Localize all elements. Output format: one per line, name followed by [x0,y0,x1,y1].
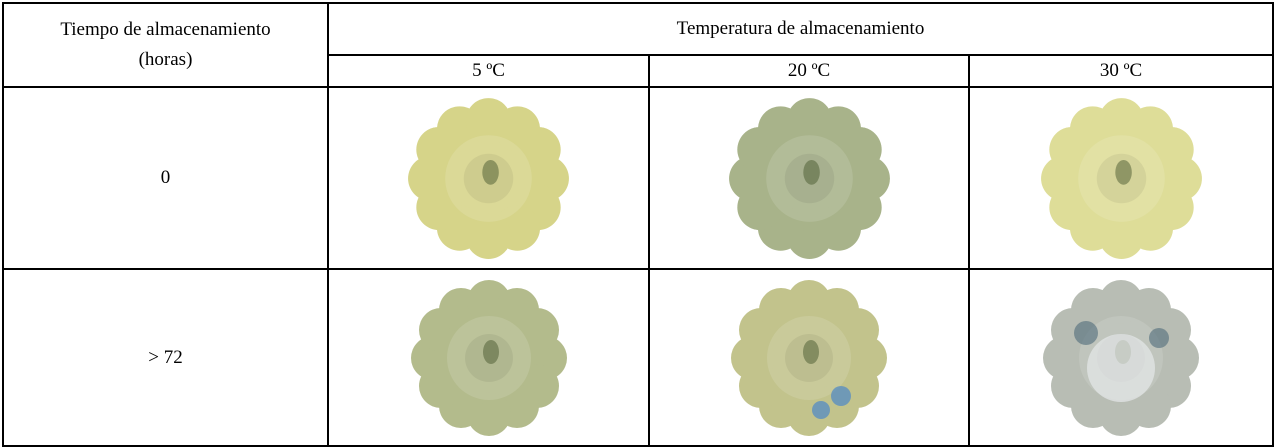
image-cell [968,268,1274,447]
row-label: 0 [2,86,329,270]
lettuce-image [1039,96,1204,261]
image-cell [968,86,1274,270]
image-cell [327,268,650,447]
image-cell [327,86,650,270]
image-cell [648,268,970,447]
lettuce-image [409,278,569,438]
row-header-cell: Tiempo de almacenamiento (horas) [2,2,329,88]
lettuce-image [406,96,571,261]
row-header: Tiempo de almacenamiento (horas) [60,19,271,70]
lettuce-image [1041,278,1201,438]
image-cell [648,86,970,270]
column-header: 20 ºC [648,54,970,88]
row-label: > 72 [2,268,329,447]
column-header: 5 ºC [327,54,650,88]
lettuce-image [729,278,889,438]
group-header: Temperatura de almacenamiento [327,2,1274,56]
column-header: 30 ºC [968,54,1274,88]
lettuce-image [727,96,892,261]
